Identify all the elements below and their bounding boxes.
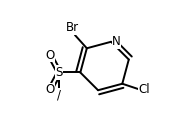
Text: O: O — [45, 49, 55, 62]
Text: N: N — [112, 35, 121, 48]
Text: Br: Br — [66, 21, 79, 34]
Text: O: O — [45, 83, 55, 96]
Text: S: S — [55, 66, 63, 79]
Text: /: / — [57, 88, 61, 101]
Text: Cl: Cl — [139, 82, 150, 96]
